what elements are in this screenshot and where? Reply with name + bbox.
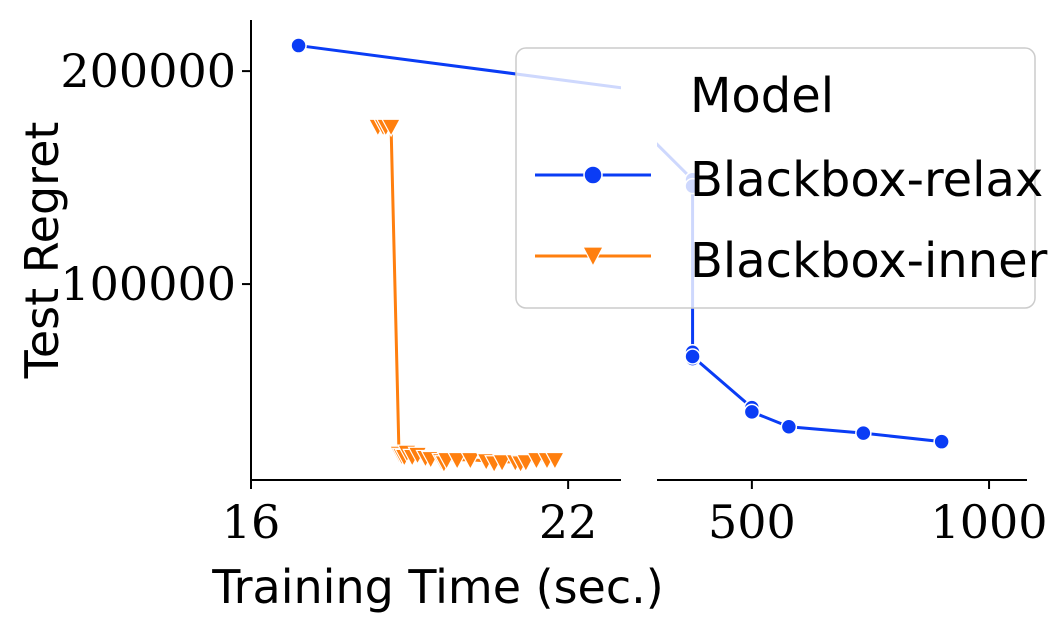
data-point-blackbox-relax [855, 424, 872, 442]
data-point-blackbox-inner [381, 118, 402, 138]
series-blackbox-relax-left [290, 37, 621, 90]
x-tick-label-left: 16 [222, 495, 281, 549]
x-axis-label: Training Time (sec.) [211, 560, 663, 614]
y-axis-label: Test Regret [15, 122, 69, 380]
x-tick-label-right: 500 [708, 495, 796, 549]
series-blackbox-inner-left [367, 118, 565, 474]
legend-marker-relax [583, 165, 603, 185]
data-point-blackbox-relax [780, 418, 798, 436]
legend-box [515, 47, 1036, 309]
data-point-blackbox-inner [492, 454, 513, 473]
x-tick-label-right: 1000 [931, 495, 1048, 549]
data-point-blackbox-inner [447, 451, 468, 471]
x-tick-label-left: 22 [539, 495, 598, 549]
data-point-blackbox-inner [460, 451, 481, 471]
y-tick-label: 100000 [60, 257, 236, 311]
data-point-blackbox-relax [933, 433, 950, 450]
legend-label-relax: Blackbox-relax [690, 152, 1043, 208]
legend-title: Model [690, 68, 834, 124]
y-tick-label: 200000 [60, 44, 236, 98]
legend-label-inner: Blackbox-inner [690, 233, 1048, 289]
legend-marker-inner [582, 246, 604, 268]
data-point-blackbox-relax [290, 37, 307, 54]
legend: Model Blackbox-relax Blackbox-inner [515, 47, 1048, 309]
data-point-blackbox-inner [544, 451, 565, 471]
axis-labels: Training Time (sec.) Test Regret [15, 122, 664, 614]
data-point-blackbox-relax [743, 403, 761, 421]
axes: 100000 200000 16 22 500 1000 [60, 20, 1048, 549]
data-point-blackbox-relax [684, 348, 701, 365]
